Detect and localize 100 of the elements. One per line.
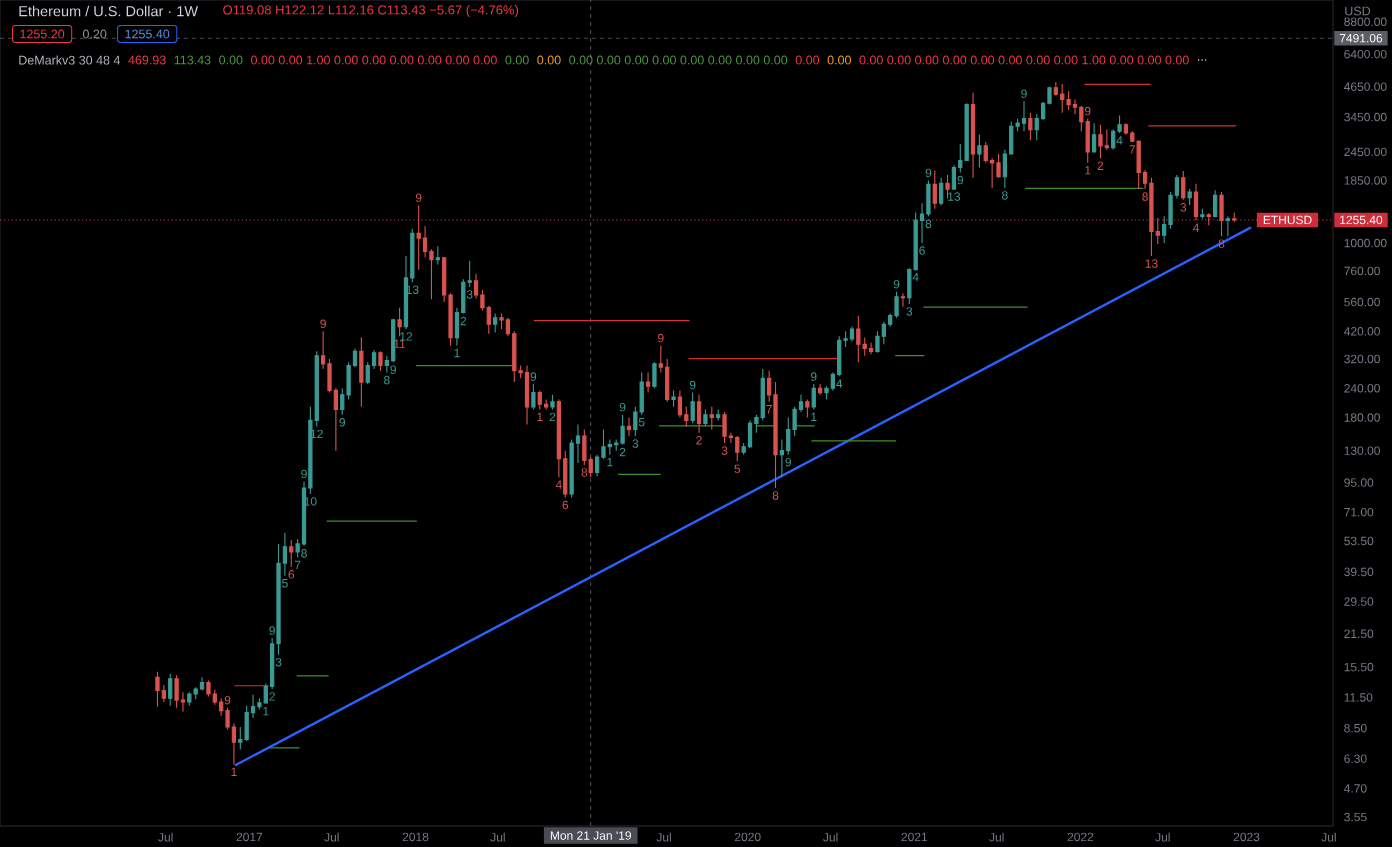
candlestick — [645, 372, 651, 394]
y-tick-label: 6.30 — [1344, 754, 1367, 763]
chart-subtitle: O119.08 H122.12 L112.16 C113.43 −5.67 (−4.76%) — [223, 4, 519, 18]
candlestick — [875, 330, 880, 354]
annotation: ... — [1198, 59, 1207, 61]
annotation: 9 — [415, 193, 422, 202]
candlestick — [505, 317, 511, 337]
annotation: 4 — [1192, 223, 1200, 232]
annotation: 1 — [454, 348, 460, 358]
candlestick — [333, 387, 339, 452]
candlestick — [410, 228, 415, 283]
candlestick — [429, 248, 434, 300]
annotation: 9 — [957, 175, 964, 185]
annotation: 1 — [811, 412, 817, 421]
candlestick — [295, 538, 300, 559]
candlestick — [1034, 113, 1039, 141]
y-tick-label: 560.00 — [1344, 297, 1380, 307]
annotation: 2 — [1097, 161, 1104, 170]
annotation: 9 — [893, 279, 900, 289]
candlestick — [371, 349, 377, 370]
annotation: 6 — [562, 500, 569, 510]
candlestick — [677, 389, 683, 419]
candlestick — [1162, 215, 1167, 244]
y-tick-label: 4650.00 — [1344, 82, 1387, 91]
annotation: 9 — [658, 333, 664, 343]
y-tick-label: 71.00 — [1344, 507, 1374, 517]
annotation: 1255.20 — [20, 29, 65, 39]
candlestick — [1155, 217, 1160, 245]
candlestick — [569, 438, 574, 499]
annotation: 1 — [537, 412, 543, 421]
candlestick — [1149, 177, 1154, 257]
annotation: 0.00 0.00 0.00 0.00 0.00 0.00 0.00 0.00 1.00 0.00 0.00 0.00 — [859, 55, 1189, 65]
candlestick — [486, 305, 491, 335]
annotation: 6 — [288, 570, 295, 579]
candlestick — [709, 406, 714, 431]
candlestick — [199, 676, 205, 692]
y-tick-label: 2450.00 — [1344, 147, 1387, 157]
annotation: 9 — [619, 402, 626, 412]
y-tick-label: 21.50 — [1344, 629, 1374, 639]
y-tick-label: 3450.00 — [1344, 112, 1387, 122]
x-tick-label: Jul — [656, 832, 671, 842]
candlestick — [614, 438, 619, 452]
candlestick — [894, 291, 899, 319]
annotation: 9 — [1021, 89, 1027, 98]
annotation: 8 — [772, 491, 779, 500]
y-tick-label: 1850.00 — [1344, 176, 1387, 185]
candlestick — [448, 292, 453, 347]
annotation: 3 — [1180, 203, 1187, 212]
x-tick-label: 2020 — [735, 832, 761, 842]
annotation: 7 — [1129, 145, 1136, 154]
x-tick-label: 2023 — [1233, 832, 1260, 842]
annotation: 13 — [948, 192, 961, 201]
candlestick — [340, 387, 345, 416]
candlestick — [1117, 115, 1122, 134]
candlestick — [1206, 212, 1211, 226]
candlestick — [206, 679, 211, 698]
annotation: 4 — [912, 272, 919, 282]
candlestick — [779, 438, 785, 478]
candlestick — [289, 539, 294, 568]
candlestick — [397, 307, 402, 337]
candlestick — [499, 313, 504, 330]
candlestick — [225, 707, 230, 730]
candlestick — [690, 392, 695, 424]
candlestick — [817, 383, 823, 396]
x-tick-label: Jul — [1321, 832, 1336, 842]
y-tick-label: 4.70 — [1344, 784, 1367, 793]
candlestick — [422, 225, 428, 258]
annotation: 9 — [301, 469, 307, 479]
ref-line-label: 1255.40 — [1340, 215, 1383, 225]
candlestick — [543, 398, 549, 410]
annotation: DeMarkv3 30 48 4 — [19, 55, 121, 65]
candlestick — [792, 406, 797, 437]
annotation: 7 — [766, 405, 772, 414]
candlestick — [550, 394, 555, 410]
candlestick — [881, 321, 886, 345]
candlestick — [1123, 122, 1129, 136]
candlestick — [601, 428, 606, 460]
annotation: 9 — [689, 380, 696, 390]
annotation: 8 — [1142, 192, 1148, 201]
y-tick-label: 8800.00 — [1344, 17, 1387, 27]
x-tick-label: Jul — [158, 832, 173, 842]
y-tick-label: 53.50 — [1344, 536, 1374, 546]
candlestick — [365, 361, 370, 385]
y-tick-label: 320.00 — [1344, 354, 1380, 364]
y-tick-label: 420.00 — [1344, 327, 1380, 336]
annotation: 6 — [919, 246, 925, 255]
x-tick-label: 2018 — [402, 832, 429, 842]
y-tick-label: 8.50 — [1344, 723, 1367, 733]
candlestick — [1047, 86, 1052, 106]
candlestick — [308, 406, 313, 495]
x-tick-label: 2021 — [901, 832, 928, 842]
candlestick — [346, 361, 351, 401]
annotation: 3 — [275, 657, 282, 667]
candlestick — [352, 347, 358, 368]
candlestick — [454, 307, 460, 347]
annotation: 9 — [925, 168, 932, 178]
candlestick — [250, 694, 256, 719]
annotation: 0.00 — [827, 55, 851, 65]
candlestick — [849, 326, 855, 343]
x-tick-label: Jul — [324, 832, 339, 842]
